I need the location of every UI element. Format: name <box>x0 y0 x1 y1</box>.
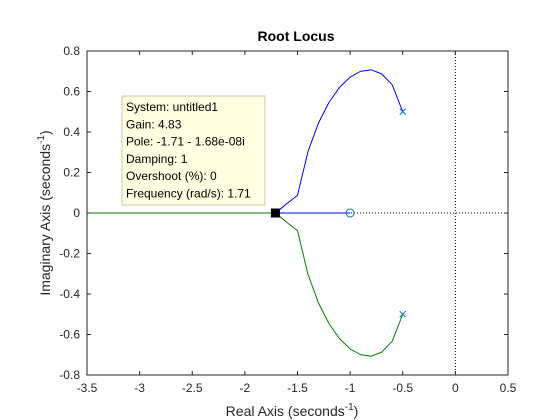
y-axis-unit-close: ) <box>37 130 53 135</box>
x-axis-unit-close: ) <box>354 403 359 419</box>
selected-point-marker[interactable] <box>270 208 280 218</box>
x-tick-label: -2.5 <box>182 381 203 395</box>
y-tick-label: -0.8 <box>59 368 80 382</box>
svg-text:Imaginary Axis (seconds-1): Imaginary Axis (seconds-1) <box>36 130 53 295</box>
data-tip[interactable]: System: untitled1 Gain: 4.83 Pole: -1.71 -… <box>121 95 266 206</box>
tick-labels: -3.5 -3 -2.5 -2 -1.5 -1 -0.5 0 0.5 -0.8 -0.6 -0.4 -0… <box>59 44 516 395</box>
y-tick-label: -0.2 <box>59 247 80 261</box>
x-tick-label: -2 <box>240 381 251 395</box>
x-tick-label: 0.5 <box>500 381 517 395</box>
y-tick-label: 0.4 <box>63 125 80 139</box>
data-tip-line-4: Damping: 1 <box>126 152 188 166</box>
zero-marker-1[interactable] <box>345 208 355 218</box>
locus-branch-2[interactable] <box>87 212 404 357</box>
y-axis-title-text: Imaginary Axis (seconds <box>37 144 53 296</box>
y-axis-title: Imaginary Axis (seconds-1) <box>36 130 53 295</box>
pole-marker-1[interactable] <box>399 108 407 116</box>
x-axis-title-text: Real Axis (seconds <box>226 403 345 419</box>
pole-marker-2[interactable] <box>399 310 407 318</box>
x-tick-label: -0.5 <box>392 381 413 395</box>
data-tip-line-5: Overshoot (%): 0 <box>126 169 217 183</box>
x-axis-unit-exponent: -1 <box>345 402 354 413</box>
x-axis-title: Real Axis (seconds-1) <box>226 402 359 419</box>
data-tip-box <box>121 95 266 206</box>
x-tick-label: 0 <box>452 381 459 395</box>
data-tip-line-6: Frequency (rad/s): 1.71 <box>126 187 251 201</box>
x-tick-label: -3.5 <box>77 381 98 395</box>
svg-text:Real Axis (seconds-1): Real Axis (seconds-1) <box>226 402 359 419</box>
y-tick-label: 0.6 <box>63 85 80 99</box>
y-axis-unit-exponent: -1 <box>36 135 47 144</box>
x-tick-label: -3 <box>134 381 145 395</box>
pole-zero-markers <box>345 108 407 318</box>
y-tick-label: 0.8 <box>63 44 80 58</box>
y-tick-label: -0.4 <box>59 287 80 301</box>
data-tip-line-3: Pole: -1.71 - 1.68e-08i <box>126 135 245 149</box>
data-tip-line-2: Gain: 4.83 <box>126 117 182 131</box>
x-tick-label: -1 <box>345 381 356 395</box>
y-tick-label: -0.6 <box>59 328 80 342</box>
y-tick-label: 0.2 <box>63 166 80 180</box>
x-tick-label: -1.5 <box>287 381 308 395</box>
axes <box>86 50 509 376</box>
y-tick-label: 0 <box>73 206 80 220</box>
chart-title: Root Locus <box>258 28 335 44</box>
data-tip-line-1: System: untitled1 <box>126 100 218 114</box>
